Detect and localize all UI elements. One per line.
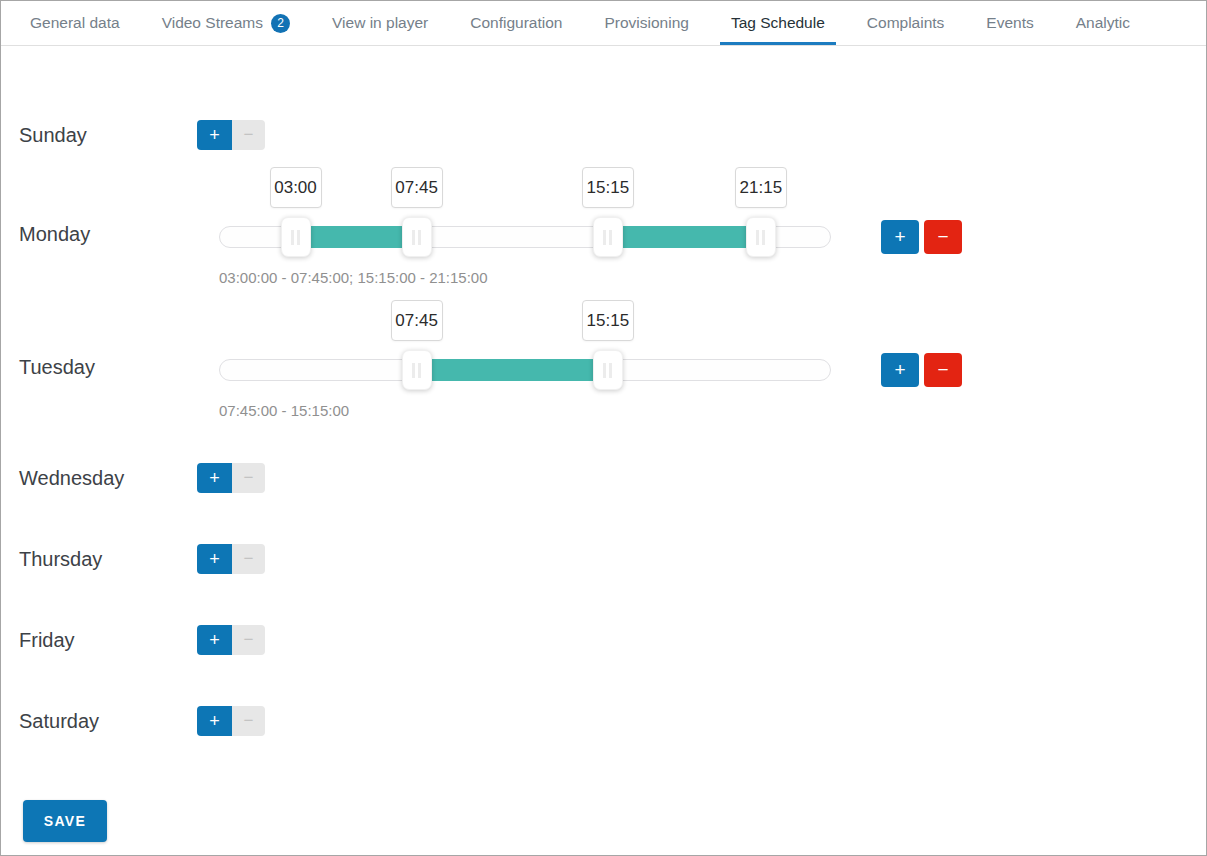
- tab-label: View in player: [332, 14, 428, 32]
- monday-actions: + −: [881, 167, 962, 254]
- thursday-remove-range-button[interactable]: −: [232, 544, 265, 574]
- thursday-add-range-button[interactable]: +: [197, 544, 232, 574]
- tuesday-add-range-button[interactable]: +: [881, 353, 919, 387]
- day-row-saturday: Saturday + −: [19, 706, 1206, 736]
- day-row-friday: Friday + −: [19, 625, 1206, 655]
- slider-track-zone: [219, 348, 831, 392]
- slider-handle[interactable]: [593, 217, 623, 257]
- tab-view-in-player[interactable]: View in player: [311, 1, 449, 45]
- schedule-editor: Sunday + − Monday 03:00 07:45 15:15 21:15 0…: [1, 46, 1206, 842]
- tab-label: Video Streams: [162, 14, 263, 32]
- monday-remove-range-button[interactable]: −: [924, 220, 962, 254]
- tab-label: Events: [986, 14, 1033, 32]
- friday-remove-range-button[interactable]: −: [232, 625, 265, 655]
- tab-tag-schedule[interactable]: Tag Schedule: [710, 1, 846, 45]
- day-label-sunday: Sunday: [19, 124, 87, 146]
- monday-ranges-summary: 03:00:00 - 07:45:00; 15:15:00 - 21:15:00: [219, 269, 831, 286]
- time-input[interactable]: 03:00: [270, 167, 322, 208]
- saturday-range-toggle: + −: [197, 706, 265, 736]
- tag-schedule-page: General data Video Streams 2 View in pla…: [0, 0, 1207, 856]
- slider-handle[interactable]: [281, 217, 311, 257]
- save-button[interactable]: SAVE: [23, 800, 107, 842]
- day-row-tuesday: Tuesday 07:45 15:15 07:45:00 - 15:15:00 +…: [19, 300, 1206, 419]
- tuesday-time-slider: 07:45 15:15 07:45:00 - 15:15:00: [219, 300, 831, 419]
- slider-track-zone: [219, 215, 831, 259]
- tab-label: General data: [30, 14, 120, 32]
- selected-range-fill: [608, 226, 761, 248]
- tab-bar: General data Video Streams 2 View in pla…: [1, 1, 1206, 46]
- sunday-add-range-button[interactable]: +: [197, 120, 232, 150]
- monday-add-range-button[interactable]: +: [881, 220, 919, 254]
- time-input[interactable]: 07:45: [391, 167, 443, 208]
- day-label-monday: Monday: [19, 223, 90, 245]
- day-row-sunday: Sunday + −: [19, 120, 1206, 150]
- sunday-remove-range-button[interactable]: −: [232, 120, 265, 150]
- tab-label: Tag Schedule: [731, 14, 825, 32]
- day-label-wednesday: Wednesday: [19, 467, 124, 489]
- friday-add-range-button[interactable]: +: [197, 625, 232, 655]
- tab-label: Provisioning: [604, 14, 688, 32]
- time-input[interactable]: 15:15: [582, 300, 634, 341]
- tab-provisioning[interactable]: Provisioning: [583, 1, 709, 45]
- tuesday-ranges-summary: 07:45:00 - 15:15:00: [219, 402, 831, 419]
- tab-events[interactable]: Events: [965, 1, 1054, 45]
- time-inputs-row: 07:45 15:15: [219, 300, 831, 342]
- friday-range-toggle: + −: [197, 625, 265, 655]
- slider-handle[interactable]: [402, 350, 432, 390]
- tab-video-streams[interactable]: Video Streams 2: [141, 1, 311, 45]
- tab-configuration[interactable]: Configuration: [449, 1, 583, 45]
- slider-handle[interactable]: [746, 217, 776, 257]
- day-label-thursday: Thursday: [19, 548, 102, 570]
- monday-time-slider: 03:00 07:45 15:15 21:15 03:00:00 - 07:45:00…: [219, 167, 831, 286]
- slider-handle[interactable]: [402, 217, 432, 257]
- tuesday-remove-range-button[interactable]: −: [924, 353, 962, 387]
- tab-label: Configuration: [470, 14, 562, 32]
- tab-general-data[interactable]: General data: [9, 1, 141, 45]
- selected-range-fill: [296, 226, 417, 248]
- time-input[interactable]: 07:45: [391, 300, 443, 341]
- time-inputs-row: 03:00 07:45 15:15 21:15: [219, 167, 831, 209]
- saturday-add-range-button[interactable]: +: [197, 706, 232, 736]
- saturday-remove-range-button[interactable]: −: [232, 706, 265, 736]
- tab-label: Complaints: [867, 14, 945, 32]
- day-row-thursday: Thursday + −: [19, 544, 1206, 574]
- day-row-wednesday: Wednesday + −: [19, 463, 1206, 493]
- selected-range-fill: [417, 359, 608, 381]
- wednesday-add-range-button[interactable]: +: [197, 463, 232, 493]
- time-input[interactable]: 21:15: [735, 167, 787, 208]
- video-streams-count-badge: 2: [271, 14, 290, 33]
- day-label-tuesday: Tuesday: [19, 356, 95, 378]
- tab-complaints[interactable]: Complaints: [846, 1, 966, 45]
- day-label-saturday: Saturday: [19, 710, 99, 732]
- sunday-range-toggle: + −: [197, 120, 265, 150]
- day-row-monday: Monday 03:00 07:45 15:15 21:15 03:00:00 - 0…: [19, 167, 1206, 286]
- day-label-friday: Friday: [19, 629, 75, 651]
- tab-analytic[interactable]: Analytic: [1055, 1, 1151, 45]
- thursday-range-toggle: + −: [197, 544, 265, 574]
- tuesday-actions: + −: [881, 300, 962, 387]
- wednesday-range-toggle: + −: [197, 463, 265, 493]
- slider-handle[interactable]: [593, 350, 623, 390]
- wednesday-remove-range-button[interactable]: −: [232, 463, 265, 493]
- time-input[interactable]: 15:15: [582, 167, 634, 208]
- tab-label: Analytic: [1076, 14, 1130, 32]
